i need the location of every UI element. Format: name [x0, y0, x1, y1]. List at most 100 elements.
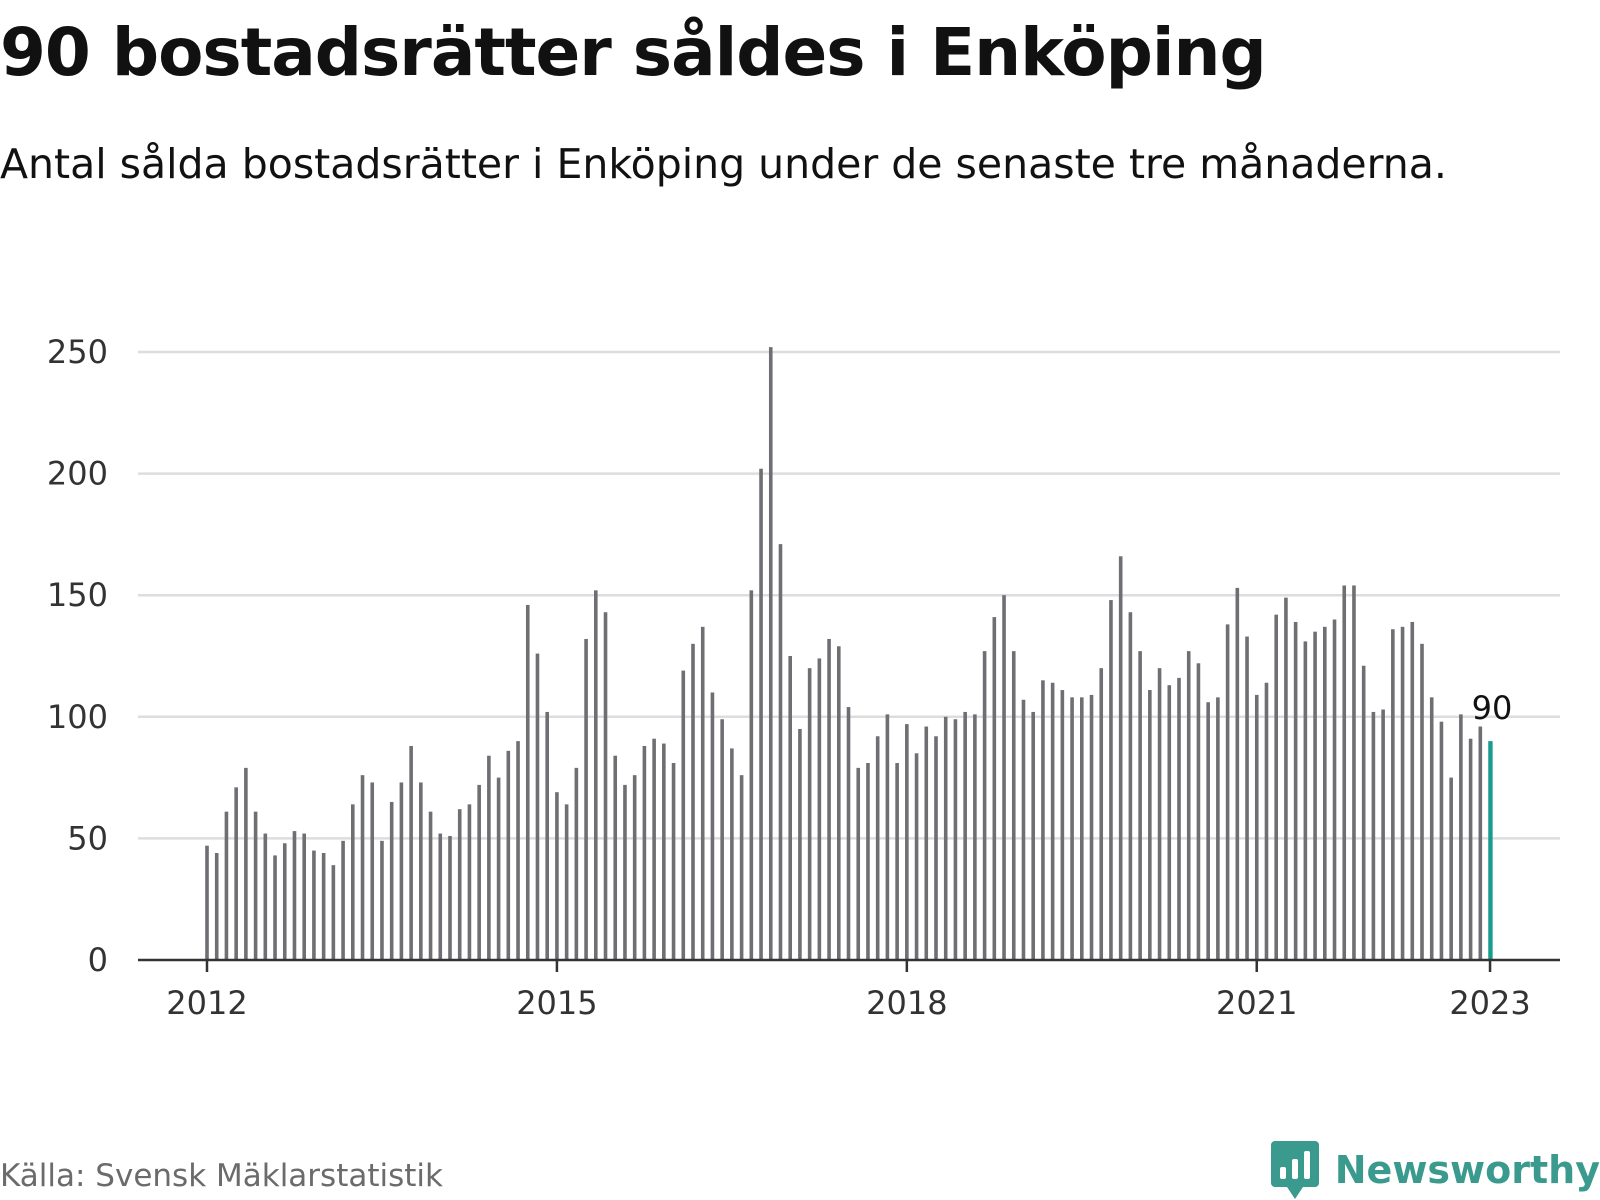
- bar: [963, 711, 967, 960]
- bar: [263, 833, 268, 960]
- bar: [603, 612, 608, 960]
- bar: [234, 787, 238, 960]
- bar: [827, 638, 831, 960]
- bar: [389, 801, 394, 960]
- bar: [700, 626, 705, 960]
- bar: [380, 840, 384, 960]
- bar: [807, 668, 812, 960]
- bar: [1235, 587, 1240, 960]
- x-tick-label: 2015: [516, 984, 597, 1022]
- bar: [623, 784, 627, 960]
- bar: [953, 719, 958, 960]
- bar: [1148, 690, 1152, 960]
- bar: [1080, 697, 1084, 960]
- bar: [681, 670, 686, 960]
- bar: [1109, 600, 1113, 960]
- bar: [1099, 668, 1104, 960]
- bar: [438, 833, 443, 960]
- bar: [1041, 680, 1045, 960]
- bar: [905, 724, 909, 960]
- bar: [448, 835, 452, 960]
- bar: [214, 852, 219, 960]
- bar: [885, 714, 890, 960]
- bar: [943, 716, 948, 960]
- bar: [535, 653, 540, 960]
- bar: [749, 590, 754, 960]
- bar: [487, 755, 491, 960]
- newsworthy-logo-icon: [1270, 1141, 1319, 1199]
- bar: [1468, 738, 1473, 960]
- bar: [846, 707, 851, 960]
- bar: [798, 728, 802, 960]
- bar: [1429, 697, 1434, 960]
- x-tick-label: 2023: [1449, 984, 1530, 1022]
- bar: [1371, 711, 1376, 960]
- bar: [1186, 651, 1191, 960]
- bar: [1070, 697, 1074, 960]
- bar: [409, 745, 413, 960]
- bar: [360, 775, 365, 960]
- brand-logo: Newsworthy: [1270, 1140, 1600, 1200]
- bar: [1264, 682, 1269, 960]
- bar: [1157, 668, 1162, 960]
- bar: [1381, 709, 1385, 960]
- x-tick-label: 2021: [1216, 984, 1297, 1022]
- bar: [205, 845, 209, 960]
- bar: [1400, 626, 1405, 960]
- bar: [973, 714, 977, 960]
- bar: [292, 831, 297, 960]
- bar: [1245, 636, 1249, 960]
- bar: [1303, 641, 1308, 960]
- bar: [837, 646, 841, 960]
- bar: [428, 811, 433, 960]
- bar: [934, 736, 938, 960]
- bar: [477, 784, 481, 960]
- bar-highlight: [1488, 741, 1493, 960]
- bar: [1031, 711, 1035, 960]
- bar: [1410, 621, 1415, 960]
- bar: [992, 617, 997, 960]
- bar: [1011, 651, 1016, 960]
- bar: [730, 748, 734, 960]
- bar: [1313, 631, 1317, 960]
- bar: [545, 711, 549, 960]
- bar: [224, 811, 229, 960]
- bar: [720, 719, 724, 960]
- bar: [1206, 702, 1210, 960]
- bar: [1254, 694, 1259, 960]
- bar: [253, 811, 258, 960]
- bar: [321, 852, 326, 960]
- source-note: Källa: Svensk Mäklarstatistik: [0, 1158, 443, 1194]
- bar: [1138, 651, 1142, 960]
- bar: [1177, 677, 1181, 960]
- bar: [467, 804, 472, 960]
- bar: [759, 468, 763, 960]
- y-tick-label: 250: [47, 333, 108, 371]
- bar: [1196, 663, 1201, 960]
- bar: [875, 736, 880, 960]
- bar: [399, 782, 404, 960]
- bar: [982, 651, 987, 960]
- bar: [1089, 694, 1094, 960]
- y-tick-label: 0: [88, 941, 108, 979]
- bar: [1391, 629, 1395, 960]
- bar: [341, 840, 345, 960]
- bar: [1225, 624, 1230, 960]
- bar: [244, 767, 248, 960]
- bar: [1361, 665, 1366, 960]
- bar: [1323, 626, 1327, 960]
- chart-subtitle: Antal sålda bostadsrätter i Enköping und…: [0, 140, 1447, 188]
- bar: [1459, 714, 1463, 960]
- bar: [1478, 726, 1483, 960]
- bar: [584, 638, 588, 960]
- bar: [768, 347, 773, 960]
- bar: [312, 850, 316, 960]
- bar: [817, 658, 822, 960]
- y-tick-label: 150: [47, 576, 108, 614]
- bar: [866, 763, 870, 960]
- bar: [1342, 585, 1347, 960]
- bar: [1449, 777, 1453, 960]
- bar: [594, 590, 598, 960]
- x-tick-label: 2018: [866, 984, 947, 1022]
- bar: [691, 643, 695, 960]
